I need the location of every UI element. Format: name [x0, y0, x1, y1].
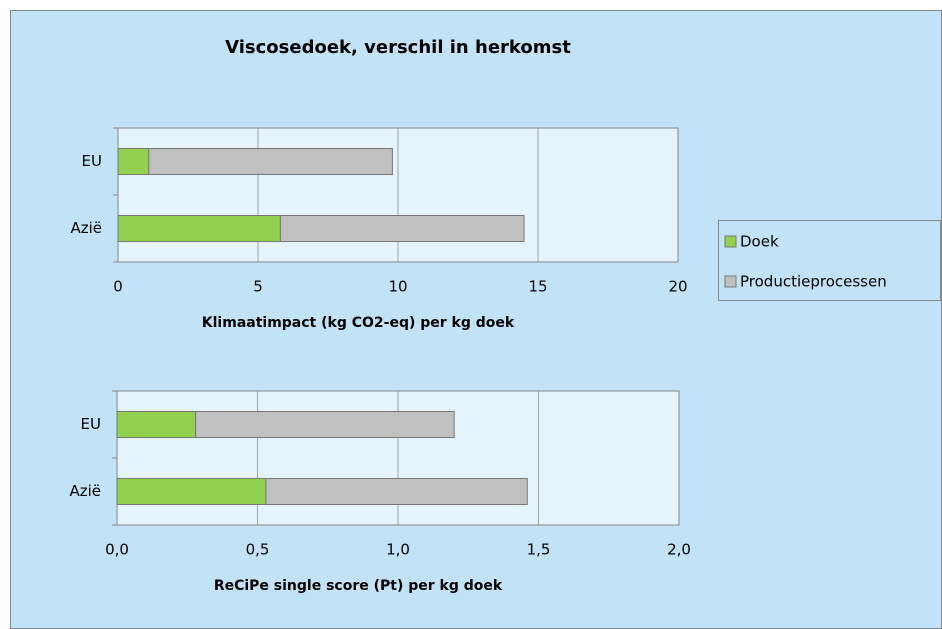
bar-segment	[117, 215, 281, 242]
chart-title: Viscosedoek, verschil in herkomst	[225, 37, 571, 58]
y-tick-label: EU	[81, 415, 101, 433]
legend-label: Productieprocessen	[740, 273, 887, 291]
legend	[718, 220, 941, 301]
y-tick-label: EU	[82, 152, 102, 170]
bar-segment	[116, 478, 267, 505]
bar-segment	[117, 148, 150, 175]
x-tick-label: 20	[668, 278, 687, 296]
bar-segment	[195, 411, 455, 438]
x-tick-label: 15	[528, 278, 547, 296]
x-tick-label: 10	[388, 278, 407, 296]
bar-segment	[148, 148, 393, 175]
x-tick-label: 1,0	[386, 541, 410, 559]
y-tick-label: Azië	[70, 219, 102, 237]
x-tick-label: 2,0	[667, 541, 691, 559]
x-tick-label: 0	[113, 278, 123, 296]
y-tick-label: Azië	[69, 482, 101, 500]
bar-segment	[116, 411, 197, 438]
x-tick-label: 0,5	[246, 541, 270, 559]
legend-swatch	[724, 275, 737, 288]
legend-swatch	[724, 235, 737, 248]
x-tick-label: 1,5	[527, 541, 551, 559]
legend-label: Doek	[740, 233, 779, 251]
bar-segment	[279, 215, 525, 242]
x-axis-title: ReCiPe single score (Pt) per kg doek	[214, 578, 503, 594]
bar-segment	[265, 478, 528, 505]
x-axis-title: Klimaatimpact (kg CO2-eq) per kg doek	[202, 315, 515, 331]
x-tick-label: 5	[253, 278, 263, 296]
x-tick-label: 0,0	[105, 541, 129, 559]
